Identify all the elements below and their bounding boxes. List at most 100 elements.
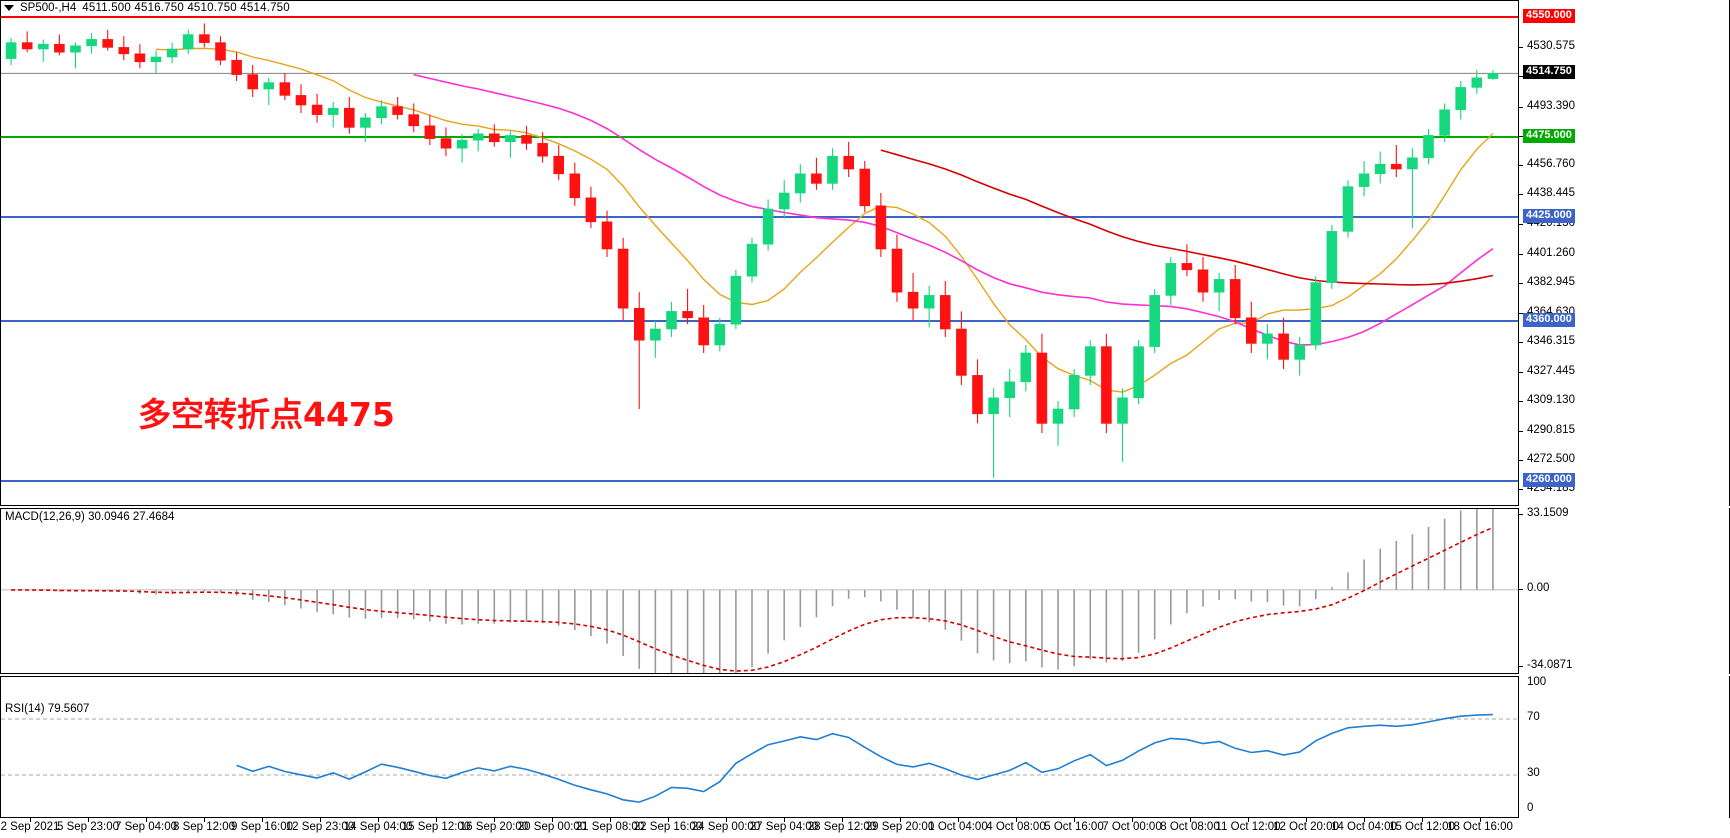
price-level-tag[interactable]: 4514.750 <box>1523 65 1575 80</box>
price-axis-label: 4364.630 <box>1527 305 1575 318</box>
price-axis-label: 4493.390 <box>1527 99 1575 112</box>
axis-tick <box>1519 135 1523 137</box>
symbol-label: SP500-,H4 <box>20 2 77 14</box>
macd-caption: MACD(12,26,9) 30.0946 27.4684 <box>5 511 175 523</box>
time-axis-label: 18 Oct 16:00 <box>1447 821 1513 833</box>
moving-average-line <box>413 73 1494 346</box>
axis-tick <box>1519 372 1523 374</box>
time-axis-tick <box>494 818 495 822</box>
price-axis-label: 4456.760 <box>1527 158 1575 171</box>
axis-tick <box>1519 253 1523 255</box>
time-axis-tick <box>958 818 959 822</box>
time-axis-tick <box>784 818 785 822</box>
axis-tick <box>1519 666 1523 667</box>
time-axis-label: 27 Sep 04:00 <box>749 821 819 833</box>
time-axis-label: 1 Oct 04:00 <box>928 821 988 833</box>
price-axis-label: 4254.185 <box>1527 482 1575 495</box>
price-axis-label: 4309.130 <box>1527 394 1575 407</box>
time-axis-tick <box>262 818 263 822</box>
time-axis-tick <box>842 818 843 822</box>
time-axis-tick <box>610 818 611 822</box>
price-axis-label: 4327.445 <box>1527 365 1575 378</box>
time-axis-label: 5 Oct 16:00 <box>1044 821 1104 833</box>
macd-axis-label: 0.00 <box>1527 581 1550 594</box>
moving-average-line <box>155 47 1494 393</box>
candle-series <box>5 23 1499 478</box>
time-axis-tick <box>88 818 89 822</box>
time-axis-tick <box>1190 818 1191 822</box>
time-axis-label: 7 Oct 00:00 <box>1102 821 1162 833</box>
axis-tick <box>1519 341 1523 343</box>
rsi-axis: 100 70 30 0 <box>1519 676 1730 818</box>
time-axis-tick <box>552 818 553 822</box>
time-axis-label: 14 Sep 04:00 <box>343 821 413 833</box>
price-chart-panel[interactable] <box>0 0 1519 506</box>
ohlc-values: 4511.500 4516.750 4510.750 4514.750 <box>82 2 290 14</box>
price-axis-label: 4401.260 <box>1527 246 1575 259</box>
time-axis-tick <box>146 818 147 822</box>
time-axis-tick <box>436 818 437 822</box>
time-axis-tick <box>1480 818 1481 822</box>
time-axis-tick <box>1364 818 1365 822</box>
macd-axis-label: 33.1509 <box>1527 507 1569 519</box>
price-axis-label: 4272.500 <box>1527 453 1575 465</box>
macd-histogram <box>26 509 1494 673</box>
time-axis-tick <box>1306 818 1307 822</box>
time-axis-label: 22 Sep 16:00 <box>633 821 703 833</box>
macd-signal-line <box>11 526 1494 672</box>
rsi-panel[interactable] <box>0 676 1519 818</box>
time-axis-label: 5 Sep 23:00 <box>56 821 120 833</box>
macd-axis: 33.1509 0.00 -34.0871 <box>1519 507 1730 674</box>
time-axis-label: 4 Oct 08:00 <box>986 821 1046 833</box>
price-candlestick-canvas[interactable] <box>1 1 1518 505</box>
rsi-axis-label: 30 <box>1527 767 1540 779</box>
rsi-axis-label: 70 <box>1527 711 1540 723</box>
rsi-caption: RSI(14) 79.5607 <box>5 703 90 715</box>
chart-annotation-text: 多空转折点4475 <box>138 395 395 434</box>
axis-tick <box>1519 312 1523 314</box>
price-axis-label: 4382.945 <box>1527 276 1575 289</box>
rsi-line <box>236 713 1493 803</box>
time-axis-tick <box>668 818 669 822</box>
time-axis-tick <box>900 818 901 822</box>
price-axis-label: 4346.315 <box>1527 334 1575 347</box>
time-axis-label: 29 Sep 20:00 <box>865 821 935 833</box>
axis-tick <box>1519 165 1523 167</box>
time-axis-label: 2 Sep 2021 <box>0 821 60 833</box>
price-level-tag[interactable]: 4550.000 <box>1523 9 1575 23</box>
time-axis-label: 15 Sep 12:00 <box>401 821 471 833</box>
symbol-header[interactable]: SP500-,H4 4511.500 4516.750 4510.750 451… <box>4 2 290 14</box>
axis-tick <box>1519 223 1523 225</box>
axis-tick <box>1519 514 1523 515</box>
time-axis-tick <box>1248 818 1249 822</box>
axis-tick <box>1519 401 1523 403</box>
axis-tick <box>1519 430 1523 432</box>
time-axis-tick <box>1132 818 1133 822</box>
time-axis-label: 16 Sep 20:00 <box>459 821 529 833</box>
axis-tick <box>1519 106 1523 108</box>
axis-tick <box>1519 588 1523 590</box>
time-axis[interactable]: 2 Sep 2021 5 Sep 23:00 7 Sep 04:00 8 Sep 12… <box>0 818 1730 838</box>
macd-axis-label: -34.0871 <box>1527 659 1573 671</box>
axis-tick <box>1519 283 1523 285</box>
macd-panel[interactable] <box>0 508 1519 674</box>
macd-canvas <box>1 509 1518 673</box>
time-axis-label: 15 Oct 12:00 <box>1389 821 1455 833</box>
price-level-tag[interactable]: 4425.000 <box>1523 209 1575 223</box>
time-axis-label: 9 Sep 16:00 <box>230 821 294 833</box>
price-level-tag[interactable]: 4360.000 <box>1523 313 1575 327</box>
time-axis-label: 24 Sep 00:00 <box>691 821 761 833</box>
time-axis-label: 8 Oct 08:00 <box>1160 821 1220 833</box>
triangle-down-icon[interactable] <box>4 5 14 11</box>
time-axis-label: 11 Oct 12:00 <box>1215 821 1281 833</box>
price-axis-label: 4530.575 <box>1527 40 1575 53</box>
price-axis-label: 4438.445 <box>1527 187 1575 200</box>
time-axis-label: 12 Oct 20:00 <box>1273 821 1339 833</box>
price-level-tag[interactable]: 4260.000 <box>1523 473 1575 487</box>
time-axis-tick <box>1422 818 1423 822</box>
time-axis-tick <box>204 818 205 822</box>
axis-tick <box>1519 47 1523 49</box>
price-level-tag[interactable]: 4475.000 <box>1523 129 1575 143</box>
axis-tick <box>1519 194 1523 196</box>
